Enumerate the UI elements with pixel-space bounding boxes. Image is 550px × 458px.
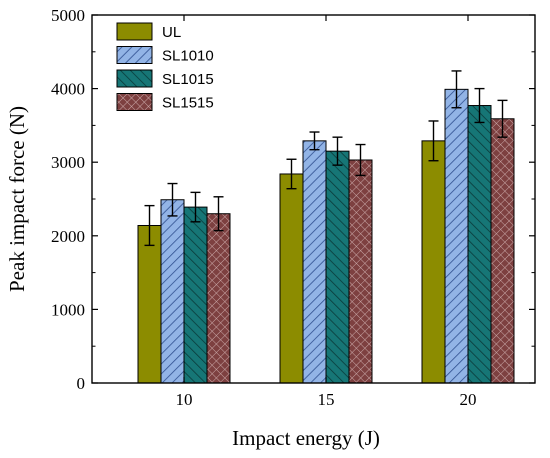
error-bar-SL1010-10 bbox=[167, 182, 178, 217]
bar-SL1010-20 bbox=[444, 88, 469, 384]
bar-UL-10 bbox=[137, 224, 162, 384]
bar-SL1515-20 bbox=[490, 118, 515, 384]
bars-layer bbox=[137, 88, 515, 384]
bar-SL1010-15 bbox=[302, 140, 327, 384]
y-tick-label-0: 0 bbox=[77, 374, 86, 393]
bar-SL1015-15 bbox=[325, 150, 350, 384]
error-bar-SL1515-20 bbox=[497, 99, 508, 138]
legend-item-SL1010: SL1010 bbox=[116, 46, 214, 65]
error-bar-UL-15 bbox=[286, 158, 297, 190]
legend: UL SL1010 SL1015 SL1515 bbox=[116, 22, 214, 112]
error-bar-UL-10 bbox=[144, 204, 155, 247]
y-tick-label-2000: 2000 bbox=[51, 227, 85, 246]
x-axis-title: Impact energy (J) bbox=[232, 426, 380, 450]
bar-SL1515-15 bbox=[348, 159, 373, 384]
legend-swatch-SL1015 bbox=[116, 69, 153, 88]
error-bar-SL1015-20 bbox=[474, 87, 485, 124]
legend-swatch-SL1010 bbox=[116, 46, 153, 64]
y-tick-label-5000: 5000 bbox=[51, 6, 85, 25]
x-tick-label-10: 10 bbox=[176, 390, 193, 409]
legend-label-SL1010: SL1010 bbox=[162, 48, 214, 65]
legend-item-UL: UL bbox=[116, 22, 181, 41]
legend-swatch-SL1515 bbox=[116, 93, 153, 111]
legend-label-SL1515: SL1515 bbox=[162, 95, 214, 112]
x-tick-label-20: 20 bbox=[460, 390, 477, 409]
legend-label-UL: UL bbox=[162, 24, 181, 41]
bar-SL1015-10 bbox=[183, 206, 208, 384]
y-axis-title: Peak impact force (N) bbox=[5, 106, 29, 292]
legend-item-SL1015: SL1015 bbox=[116, 69, 214, 88]
bar-SL1515-10 bbox=[206, 213, 231, 384]
y-tick-label-1000: 1000 bbox=[51, 300, 85, 319]
x-tick-label-15: 15 bbox=[318, 390, 335, 409]
axes-layer: 0 1000 2000 3000 4000 5000 10 15 20 bbox=[51, 6, 536, 409]
legend-item-SL1515: SL1515 bbox=[116, 93, 214, 112]
error-bar-SL1515-10 bbox=[213, 196, 224, 232]
error-bar-SL1015-10 bbox=[190, 191, 201, 223]
bar-UL-20 bbox=[421, 140, 446, 384]
legend-label-SL1015: SL1015 bbox=[162, 71, 214, 88]
y-tick-label-4000: 4000 bbox=[51, 80, 85, 99]
bar-UL-15 bbox=[279, 173, 304, 384]
error-bars-layer bbox=[144, 70, 508, 247]
error-bar-SL1010-15 bbox=[309, 131, 320, 151]
bar-SL1015-20 bbox=[467, 105, 492, 384]
error-bar-SL1515-15 bbox=[355, 143, 366, 177]
y-tick-label-3000: 3000 bbox=[51, 153, 85, 172]
error-bar-SL1010-20 bbox=[451, 70, 462, 109]
legend-swatch-UL bbox=[116, 22, 153, 41]
error-bar-UL-20 bbox=[428, 120, 439, 162]
bar-SL1010-10 bbox=[160, 199, 185, 384]
error-bar-SL1015-15 bbox=[332, 136, 343, 166]
